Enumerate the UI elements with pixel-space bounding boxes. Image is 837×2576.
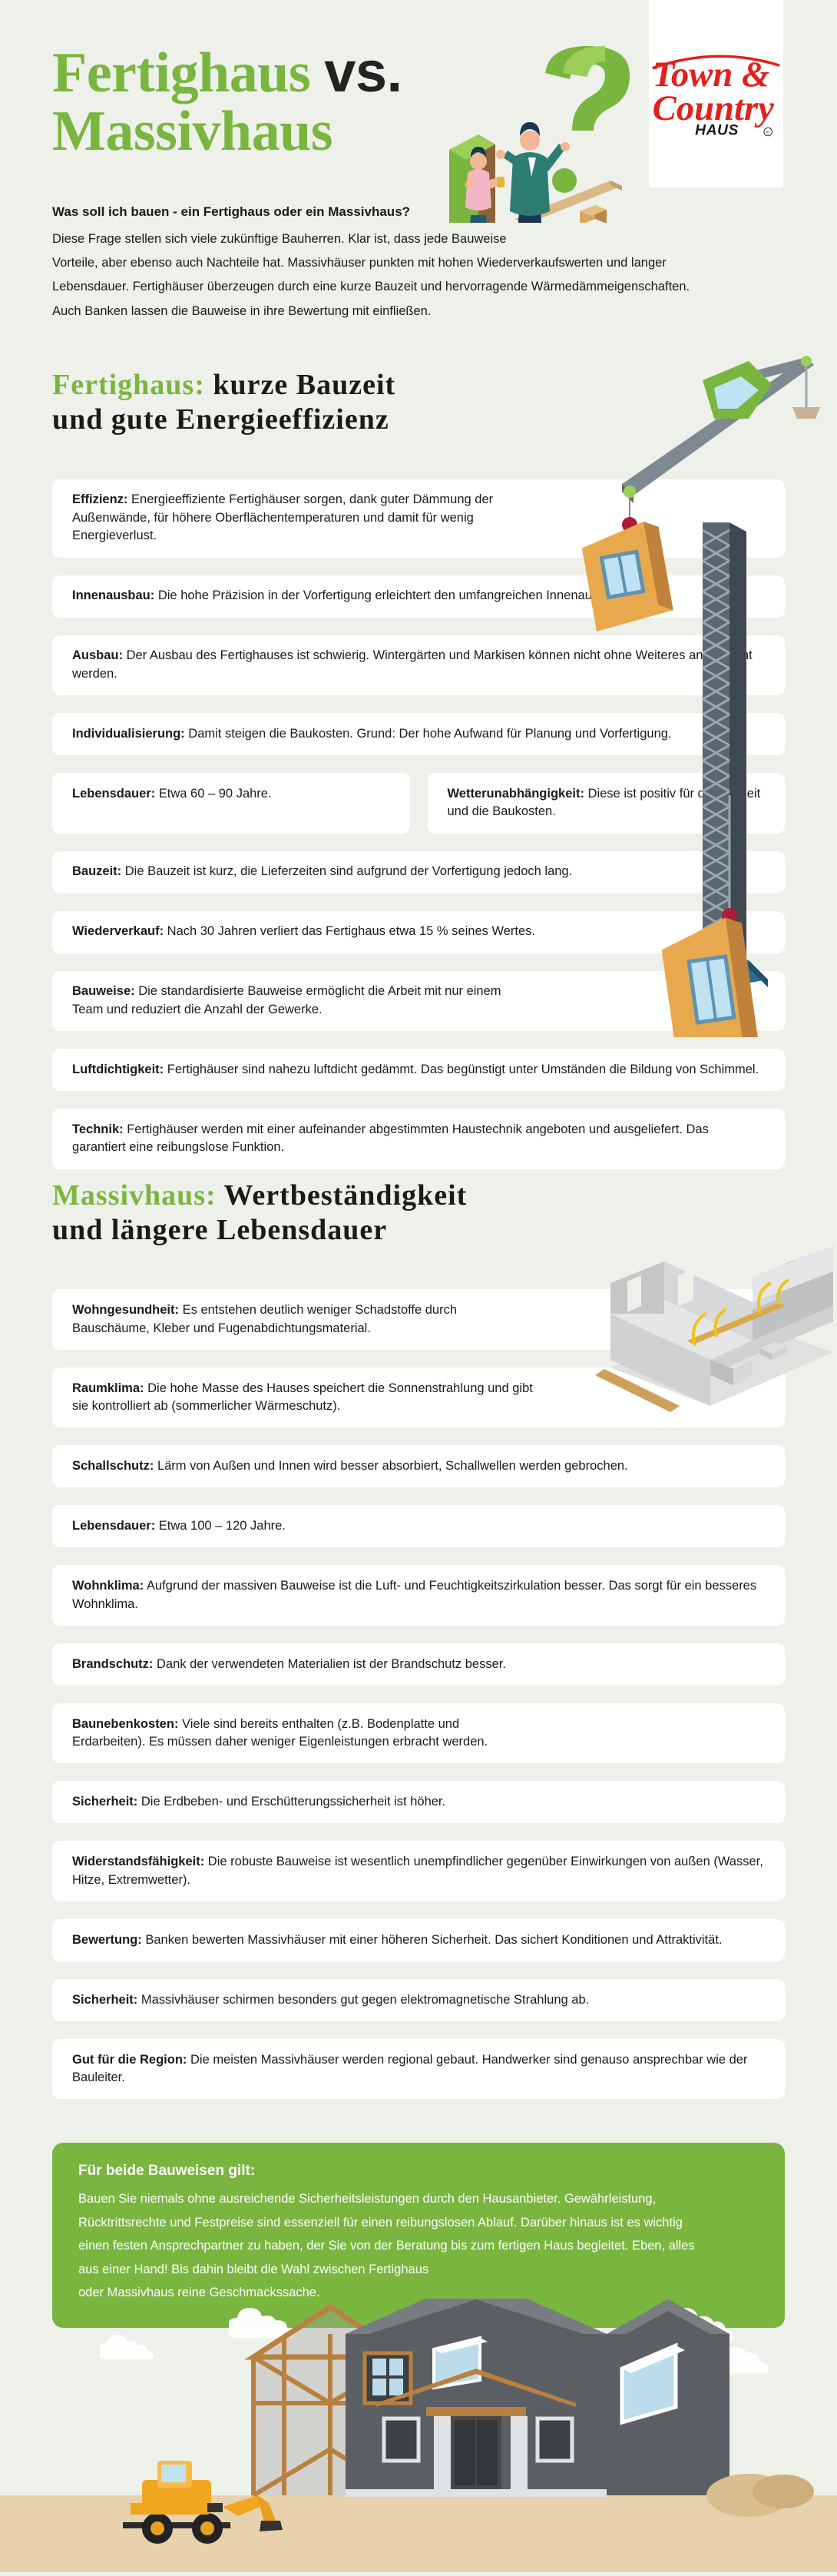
svg-text:®: ® <box>766 130 769 135</box>
svg-text:Country: Country <box>653 88 774 128</box>
svg-text:HAUS: HAUS <box>695 123 739 139</box>
